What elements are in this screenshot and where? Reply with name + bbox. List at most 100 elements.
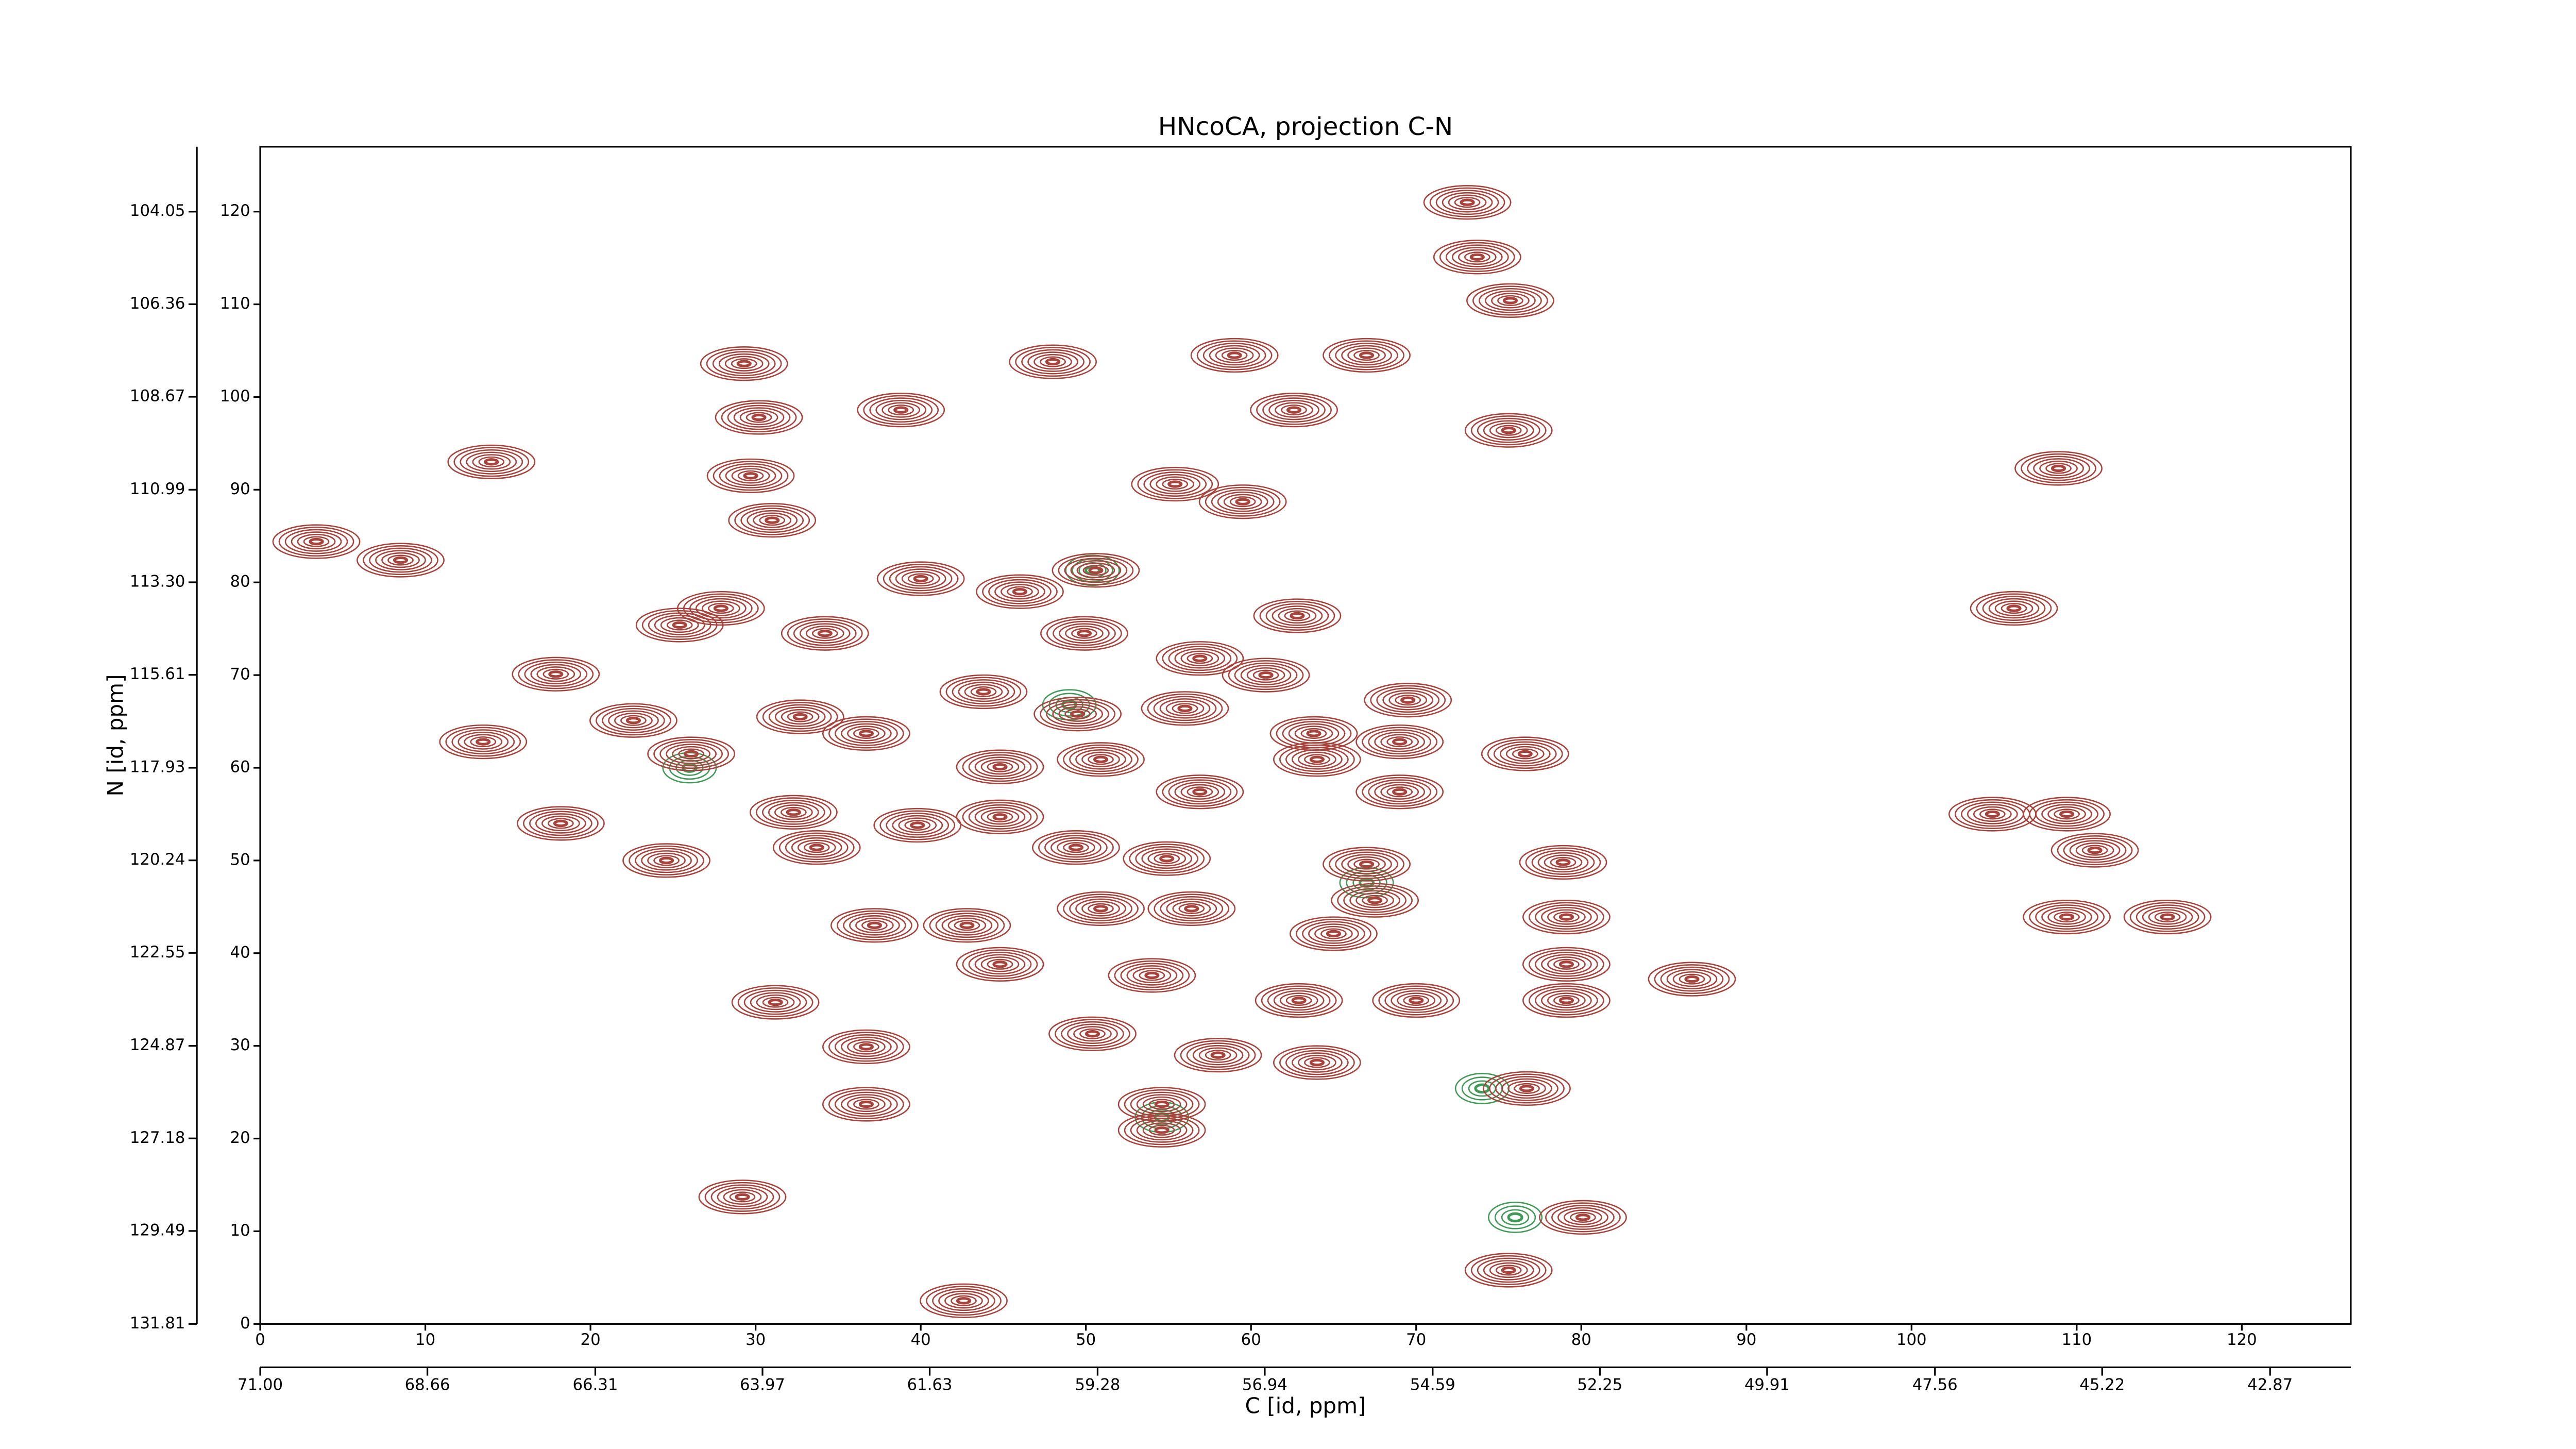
peak	[1519, 845, 1607, 880]
contour-level	[1228, 660, 1304, 690]
contour-level	[1165, 700, 1205, 717]
contours	[272, 185, 2212, 1318]
contour-level	[756, 699, 844, 734]
peak	[1141, 691, 1229, 726]
contour-level	[1349, 890, 1400, 911]
contour-level	[1046, 618, 1122, 649]
contour-level	[913, 575, 928, 583]
peak	[1648, 962, 1736, 997]
contour-level	[548, 670, 564, 678]
contour-level	[958, 681, 1009, 702]
peak	[715, 400, 803, 435]
contour-level	[1255, 983, 1343, 1018]
contour-level	[666, 744, 717, 764]
contour-level	[1304, 754, 1330, 765]
contour-level	[740, 508, 804, 533]
contour-level	[2039, 460, 2078, 477]
contour-level	[1221, 349, 1248, 361]
contour-level	[1057, 891, 1145, 926]
contour-level	[2123, 899, 2212, 935]
contour-level	[1353, 349, 1380, 361]
contour-level	[712, 351, 776, 377]
contour-level	[1147, 851, 1187, 867]
contour-level	[1309, 1058, 1325, 1067]
peak	[1522, 899, 1611, 935]
contour-level	[956, 1297, 972, 1305]
contour-level	[1660, 966, 1724, 992]
contour-level	[535, 813, 586, 834]
contour-level	[447, 444, 536, 480]
contour-level	[962, 752, 1038, 782]
peak	[1464, 1253, 1553, 1288]
contour-level	[875, 399, 927, 420]
contour-level	[1347, 856, 1386, 872]
contour-level	[1479, 288, 1542, 313]
contour-level	[2054, 808, 2080, 820]
contour-level	[1477, 417, 1540, 443]
contour-level	[733, 407, 785, 428]
contour-level	[1519, 845, 1607, 880]
contour-level	[888, 405, 914, 416]
contour-level	[1501, 426, 1516, 434]
contour-level	[1160, 896, 1224, 921]
contour-level	[530, 664, 582, 685]
contour-level	[1174, 648, 1226, 669]
contour-level	[822, 1087, 910, 1122]
contour-level	[992, 813, 1008, 821]
contour-level	[706, 348, 782, 379]
contour-level	[1535, 951, 1598, 977]
contour-level	[1069, 747, 1132, 772]
y2-tick-label: 127.18	[130, 1128, 185, 1147]
contour-level	[956, 799, 1044, 834]
contour-level	[1483, 1071, 1571, 1106]
contour-level	[968, 754, 1032, 780]
contour-level	[1040, 616, 1128, 651]
contour-level	[1558, 913, 1574, 921]
contour-level	[1292, 749, 1343, 770]
contour-level	[1059, 623, 1110, 644]
contour-level	[524, 661, 588, 687]
contour-level	[719, 463, 783, 488]
contour-level	[625, 717, 641, 724]
contour-level	[2059, 913, 2075, 921]
contour-level	[1388, 692, 1428, 708]
peak	[1539, 1200, 1627, 1235]
x2-tick-label: 71.00	[238, 1376, 283, 1394]
y-tick-label: 110	[220, 294, 250, 313]
contour-level	[1355, 724, 1444, 760]
contour-level	[1192, 788, 1208, 796]
x2-tick-label: 52.25	[1577, 1376, 1622, 1394]
contour-level	[1180, 1040, 1256, 1070]
contour-level	[1979, 808, 2006, 820]
contour-level	[980, 956, 1020, 972]
contour-level	[858, 730, 874, 737]
contour-level	[994, 581, 1045, 602]
contour-level	[1329, 340, 1404, 370]
contour-level	[713, 461, 789, 491]
contour-level	[2045, 463, 2072, 474]
contour-level	[272, 524, 361, 559]
contour-level	[1470, 415, 1547, 446]
contour-level	[1550, 856, 1577, 868]
contour-level	[1501, 1266, 1516, 1274]
contour-level	[659, 741, 723, 767]
contour-level	[898, 817, 937, 833]
contour-level	[731, 358, 757, 369]
contour-level	[1154, 1100, 1170, 1108]
contour-level	[1314, 925, 1353, 942]
contour-level	[1141, 691, 1229, 726]
contour-level	[1273, 742, 1361, 777]
contour-level	[1501, 1078, 1552, 1099]
contour-level	[743, 989, 807, 1015]
contour-level	[672, 746, 710, 762]
contour-level	[737, 470, 764, 481]
contour-level	[976, 574, 1064, 609]
contour-level	[787, 618, 863, 649]
contour-level	[1027, 351, 1078, 372]
contour-level	[1132, 967, 1172, 984]
contour-level	[2081, 845, 2108, 856]
contour-level	[2057, 835, 2133, 866]
peak	[857, 392, 945, 428]
contour-level	[1464, 413, 1553, 448]
contour-level	[1057, 742, 1145, 777]
